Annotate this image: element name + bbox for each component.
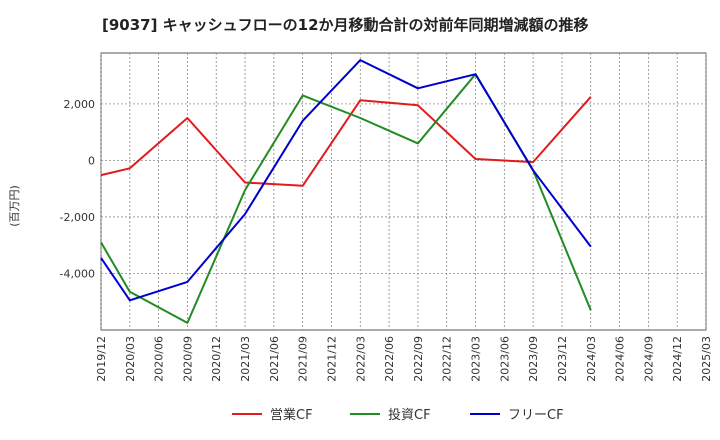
x-tick-label: 2021/06 [268, 336, 281, 382]
x-tick-label: 2022/12 [441, 336, 454, 382]
legend-label: フリーCF [508, 408, 564, 423]
x-tick-label: 2024/12 [671, 336, 684, 382]
x-tick-label: 2022/09 [412, 336, 425, 382]
x-tick-label: 2024/06 [614, 336, 627, 382]
x-tick-label: 2023/03 [470, 336, 483, 382]
legend-label: 営業CF [270, 407, 313, 423]
x-tick-label: 2023/06 [498, 336, 511, 382]
x-tick-label: 2020/03 [124, 336, 137, 382]
grid [100, 53, 707, 330]
series-lines [100, 59, 592, 324]
x-tick-label: 2025/03 [700, 336, 713, 382]
x-ticks: 2019/12 2020/03 2020/06 2020/09 2020/12 2021/… [95, 336, 713, 382]
y-tick-label: -4,000 [60, 267, 95, 280]
y-tick-label: -2,000 [60, 211, 95, 224]
x-tick-label: 2020/09 [181, 336, 194, 382]
chart-title: [9037] キャッシュフローの12か月移動合計の対前年同期増減額の推移 [102, 16, 589, 34]
x-tick-label: 2021/09 [297, 336, 310, 382]
y-ticks: 2,000 0 -2,000 -4,000 [60, 98, 95, 281]
x-tick-label: 2021/12 [325, 336, 338, 382]
y-axis-label: (百万円) [8, 185, 21, 227]
legend-label: 投資CF [388, 407, 431, 423]
x-tick-label: 2019/12 [95, 336, 108, 382]
x-tick-label: 2022/06 [383, 336, 396, 382]
y-tick-label: 2,000 [64, 98, 96, 111]
x-tick-label: 2024/09 [642, 336, 655, 382]
y-tick-label: 0 [88, 154, 95, 167]
x-tick-label: 2020/12 [210, 336, 223, 382]
series-line-1 [100, 96, 592, 187]
legend: 営業CF 投資CF フリーCF [232, 407, 564, 423]
x-tick-label: 2023/12 [556, 336, 569, 382]
plot-area [100, 52, 707, 331]
x-tick-label: 2023/09 [527, 336, 540, 382]
x-tick-label: 2021/03 [239, 336, 252, 382]
x-tick-label: 2022/03 [354, 336, 367, 382]
x-tick-label: 2020/06 [153, 336, 166, 382]
series-line-3 [100, 59, 592, 302]
x-tick-label: 2024/03 [585, 336, 598, 382]
